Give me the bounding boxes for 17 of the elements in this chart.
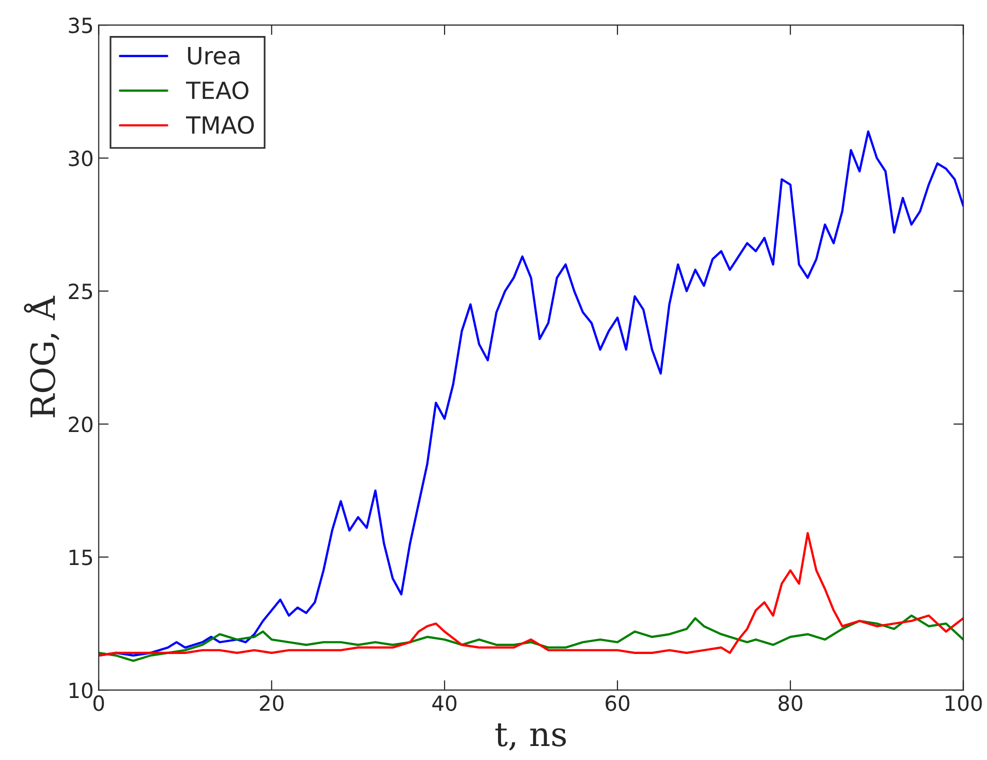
legend-label: TEAO	[186, 81, 248, 100]
y-axis-title: ROG, Å	[24, 296, 60, 418]
y-tick-label: 20	[68, 416, 92, 432]
y-tick-label: 25	[68, 284, 92, 300]
legend-label: TMAO	[186, 116, 254, 134]
x-tick-label: 20	[260, 695, 284, 712]
y-tick-label: 30	[68, 150, 92, 166]
y-tick-label: 10	[70, 682, 92, 698]
y-tick-label: 15	[70, 550, 92, 566]
y-tick-label: 35	[68, 18, 92, 34]
x-tick-label: 60	[606, 695, 630, 712]
x-tick-label: 0	[93, 695, 104, 712]
x-axis-title: t, ns	[495, 723, 566, 751]
x-tick-label: 100	[946, 695, 982, 712]
legend-label: Urea	[188, 47, 240, 65]
x-tick-label: 40	[432, 695, 456, 712]
x-tick-label: 80	[778, 695, 802, 712]
